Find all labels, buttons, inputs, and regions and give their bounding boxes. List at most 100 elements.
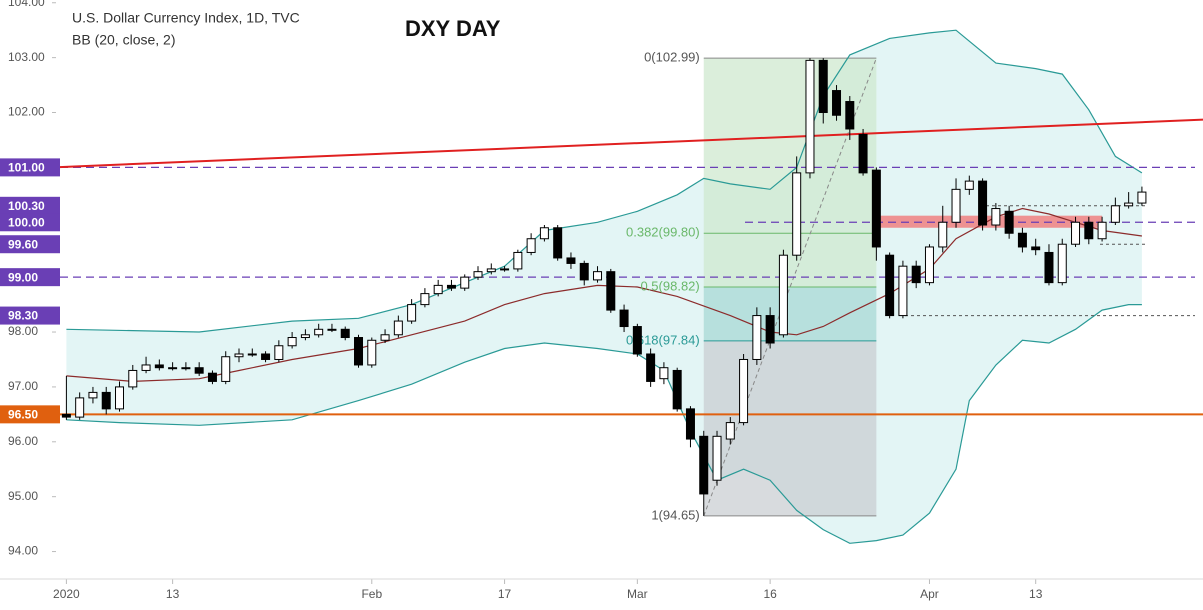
- candle-body: [1110, 205, 1120, 223]
- candle-body: [1137, 191, 1147, 204]
- candle-body: [778, 254, 788, 336]
- fib-label: 0.382(99.80): [626, 225, 700, 240]
- candle-body: [1097, 221, 1107, 240]
- level-label-box: [0, 405, 60, 424]
- level-label-box: [0, 235, 60, 254]
- candle-body: [845, 101, 855, 130]
- resistance-zone: [876, 215, 1103, 228]
- candle-body: [1017, 232, 1027, 248]
- indicator-label: BB (20, close, 2): [72, 32, 176, 48]
- x-tick-label: 2020: [53, 587, 80, 601]
- y-tick-label: 104.00: [8, 0, 45, 9]
- fib-label: 0.5(98.82): [640, 278, 699, 293]
- candle-body: [88, 391, 98, 399]
- candle-body: [818, 59, 828, 114]
- candle-body: [566, 257, 576, 264]
- level-label: 101.00: [8, 161, 45, 175]
- y-tick-label: 97.00: [8, 379, 38, 393]
- x-tick-label: 13: [1029, 587, 1043, 601]
- fib-label: 0(102.99): [644, 50, 700, 65]
- level-label-box: [0, 213, 60, 232]
- candle-body: [1004, 210, 1014, 234]
- candle-body: [1044, 251, 1054, 284]
- x-tick-label: Feb: [361, 587, 382, 601]
- front-layer: 0(102.99) 0.382(99.80) 0.5(98.82) 0.618(97.…: [0, 0, 1147, 601]
- candle-body: [752, 315, 762, 360]
- candle-body: [632, 326, 642, 355]
- candle-body: [646, 353, 656, 382]
- candle-body: [672, 369, 682, 410]
- candle-body: [207, 372, 217, 382]
- candle-body: [898, 265, 908, 317]
- candle-body: [978, 180, 988, 226]
- candle-body: [871, 169, 881, 248]
- candle-body: [101, 391, 111, 410]
- candle-body: [593, 271, 603, 281]
- y-tick-label: 94.00: [8, 544, 38, 558]
- candle-body: [1084, 221, 1094, 240]
- candle-body: [739, 358, 749, 424]
- candle-body: [606, 271, 616, 311]
- candle-body: [951, 188, 961, 223]
- fib-zone: [703, 287, 877, 341]
- candle-body: [659, 367, 669, 380]
- candle-body: [792, 172, 802, 256]
- candle-body: [911, 265, 921, 284]
- candle-body: [300, 334, 310, 339]
- fib-label: 0.618(97.84): [626, 332, 700, 347]
- level-label: 100.30: [8, 199, 45, 213]
- y-tick-label: 103.00: [8, 50, 45, 64]
- y-tick-label: 95.00: [8, 489, 38, 503]
- candle-body: [194, 367, 204, 374]
- candle-body: [115, 386, 125, 410]
- candle-body: [287, 337, 297, 347]
- candle-body: [141, 364, 151, 371]
- candle-body: [61, 413, 71, 418]
- bb-lower: [66, 304, 1142, 544]
- candle-body: [765, 315, 775, 344]
- y-tick-label: 98.00: [8, 324, 38, 338]
- candle-body: [128, 369, 138, 388]
- candle-body: [393, 320, 403, 336]
- x-tick-label: Mar: [627, 587, 648, 601]
- level-label-box: [0, 268, 60, 287]
- candle-body: [712, 435, 722, 481]
- level-label: 96.50: [8, 408, 38, 422]
- candle-body: [685, 408, 695, 440]
- trendline: [0, 118, 1203, 171]
- candle-body: [367, 339, 377, 366]
- candle-body: [1031, 246, 1041, 251]
- candle-body: [1124, 202, 1134, 207]
- candle-body: [168, 367, 178, 370]
- level-label: 99.00: [8, 270, 38, 284]
- candle-body: [261, 353, 271, 360]
- candle-body: [274, 345, 284, 360]
- headline: DXY DAY: [405, 16, 501, 41]
- candle-body: [486, 268, 496, 273]
- candle-body: [526, 238, 536, 253]
- candle-body: [991, 208, 1001, 226]
- y-tick-label: 96.00: [8, 434, 38, 448]
- candle-body: [805, 59, 815, 174]
- candle-body: [473, 271, 483, 278]
- candle-body: [181, 367, 191, 370]
- x-tick-label: 16: [763, 587, 777, 601]
- candle-body: [858, 133, 868, 174]
- candle-body: [247, 353, 257, 356]
- candle-body: [513, 251, 523, 270]
- candle-body: [964, 180, 974, 190]
- candle-body: [221, 356, 231, 382]
- candle-body: [924, 246, 934, 284]
- candle-body: [420, 293, 430, 306]
- candle-body: [446, 284, 456, 289]
- candle-body: [354, 337, 364, 366]
- candle-body: [539, 227, 549, 240]
- level-label: 99.60: [8, 237, 38, 251]
- level-label-box: [0, 196, 60, 215]
- candle-body: [154, 364, 164, 369]
- candle-body: [407, 304, 417, 322]
- candle-body: [885, 254, 895, 317]
- candle-body: [460, 276, 470, 289]
